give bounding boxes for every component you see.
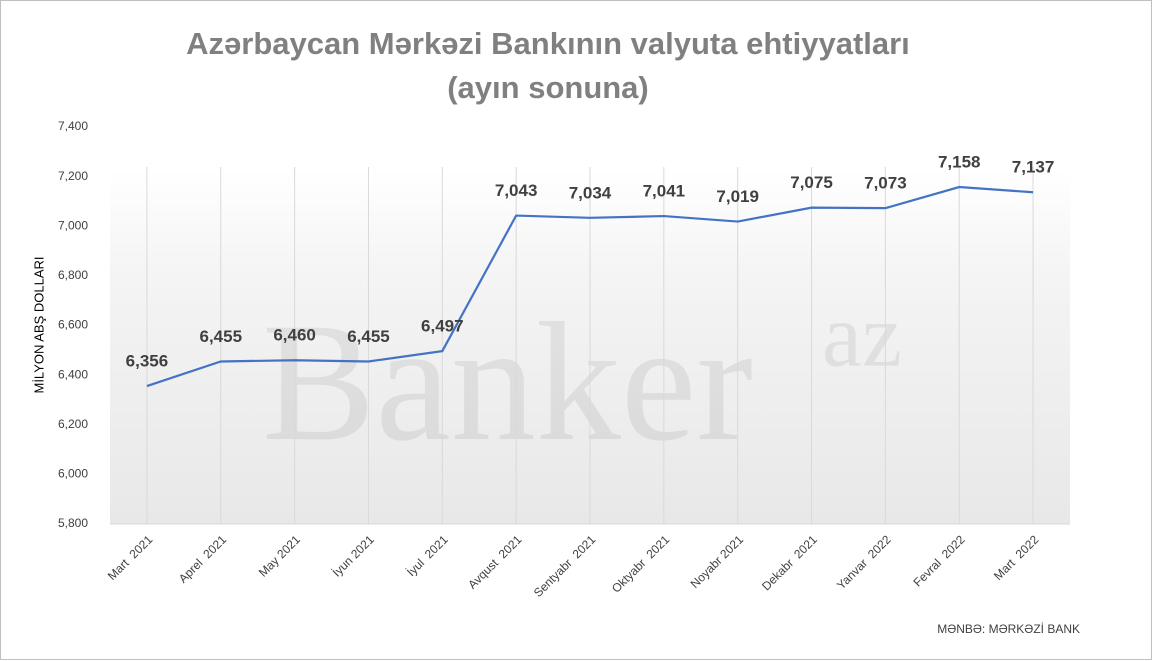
data-label: 7,041 bbox=[643, 182, 686, 201]
source: MƏNBƏ: MƏRKƏZİ BANK bbox=[937, 622, 1080, 636]
watermark: Banker bbox=[262, 288, 753, 476]
data-label: 6,455 bbox=[199, 327, 242, 346]
data-label: 6,356 bbox=[126, 352, 169, 371]
y-tick-label: 6,800 bbox=[58, 268, 88, 282]
y-tick-label: 5,800 bbox=[58, 516, 88, 530]
data-label: 7,158 bbox=[938, 153, 981, 172]
data-label: 7,034 bbox=[569, 183, 612, 202]
data-label: 6,497 bbox=[421, 317, 464, 336]
data-label: 7,075 bbox=[790, 173, 833, 192]
y-tick-label: 6,600 bbox=[58, 318, 88, 332]
y-tick-label: 7,400 bbox=[58, 119, 88, 133]
y-tick-label: 7,000 bbox=[58, 218, 88, 232]
chart-subtitle: (ayın sonuna) bbox=[447, 70, 649, 105]
y-tick-label: 6,400 bbox=[58, 367, 88, 381]
data-label: 6,460 bbox=[273, 326, 316, 345]
chart-title: Azərbaycan Mərkəzi Bankının valyuta ehti… bbox=[186, 26, 910, 61]
data-label: 7,043 bbox=[495, 181, 538, 200]
watermark-sup: az bbox=[822, 287, 902, 386]
data-label: 7,073 bbox=[864, 174, 907, 193]
y-tick-label: 6,000 bbox=[58, 467, 88, 481]
data-line bbox=[146, 185, 1034, 388]
data-label: 6,455 bbox=[347, 327, 390, 346]
y-axis-label: MİLYON ABŞ DOLLARI bbox=[31, 256, 46, 393]
data-label: 7,019 bbox=[716, 187, 759, 206]
data-label: 7,137 bbox=[1012, 158, 1055, 177]
y-tick-label: 7,200 bbox=[58, 169, 88, 183]
y-tick-label: 6,200 bbox=[58, 417, 88, 431]
